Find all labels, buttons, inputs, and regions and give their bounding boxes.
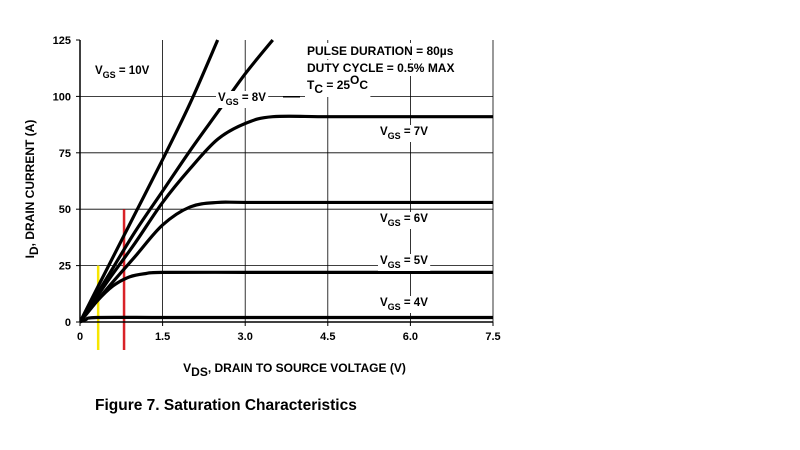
y-tick-label-1: 25 bbox=[59, 261, 71, 273]
x-tick-label-2: 3.0 bbox=[238, 331, 253, 343]
y-axis-title: ID, DRAIN CURRENT (A) bbox=[23, 120, 41, 259]
series-label-4: VGS = 5V bbox=[380, 255, 428, 270]
x-tick-label-3: 4.5 bbox=[320, 331, 335, 343]
y-tick-label-0: 0 bbox=[65, 317, 71, 329]
y-tick-label-3: 75 bbox=[59, 148, 71, 160]
grid bbox=[80, 40, 493, 322]
series-line-4 bbox=[80, 270, 493, 324]
y-tick-label-2: 50 bbox=[59, 204, 71, 216]
series-label-bg-2 bbox=[378, 125, 431, 142]
note-0: PULSE DURATION = 80µs bbox=[307, 44, 454, 58]
note-tc: TC = 25OC bbox=[307, 73, 368, 96]
series-label-1: VGS = 8V bbox=[218, 92, 266, 107]
series-label-3: VGS = 6V bbox=[380, 213, 428, 228]
series-label-bg-4 bbox=[378, 254, 431, 271]
x-tick-label-1: 1.5 bbox=[155, 331, 170, 343]
y-tick-label-4: 100 bbox=[53, 91, 71, 103]
series-line-2 bbox=[80, 114, 493, 323]
series-label-bg-3 bbox=[378, 212, 431, 229]
axes: 0 25 50 75 100 125 0 1.5 3.0 4.5 6.0 7.5 bbox=[53, 35, 501, 343]
series-label-bg-0 bbox=[93, 64, 152, 81]
note-bg-2 bbox=[305, 72, 371, 97]
series-line-0 bbox=[80, 39, 220, 323]
labels: VGS = 10V VGS = 8V VGS = 7V VGS = 6V VGS = 5… bbox=[23, 43, 457, 379]
series-line-5 bbox=[80, 315, 493, 324]
series-label-5: VGS = 4V bbox=[380, 297, 428, 312]
x-tick-label-5: 7.5 bbox=[485, 331, 500, 343]
x-tick-label-0: 0 bbox=[77, 331, 83, 343]
figure-caption: Figure 7. Saturation Characteristics bbox=[95, 397, 357, 414]
x-tick-label-4: 6.0 bbox=[403, 331, 418, 343]
series-line-3 bbox=[80, 200, 493, 324]
note-bg-0 bbox=[305, 43, 456, 59]
x-axis-title: VDS, DRAIN TO SOURCE VOLTAGE (V) bbox=[183, 361, 406, 379]
series-label-0: VGS = 10V bbox=[95, 65, 150, 80]
series-label-bg-5 bbox=[378, 296, 431, 313]
note-1: DUTY CYCLE = 0.5% MAX bbox=[307, 61, 454, 75]
curves bbox=[80, 38, 493, 324]
series-line-1 bbox=[80, 38, 274, 323]
series-label-bg-1 bbox=[216, 91, 269, 108]
y-tick-label-5: 125 bbox=[53, 35, 71, 47]
series-label-2: VGS = 7V bbox=[380, 126, 428, 141]
